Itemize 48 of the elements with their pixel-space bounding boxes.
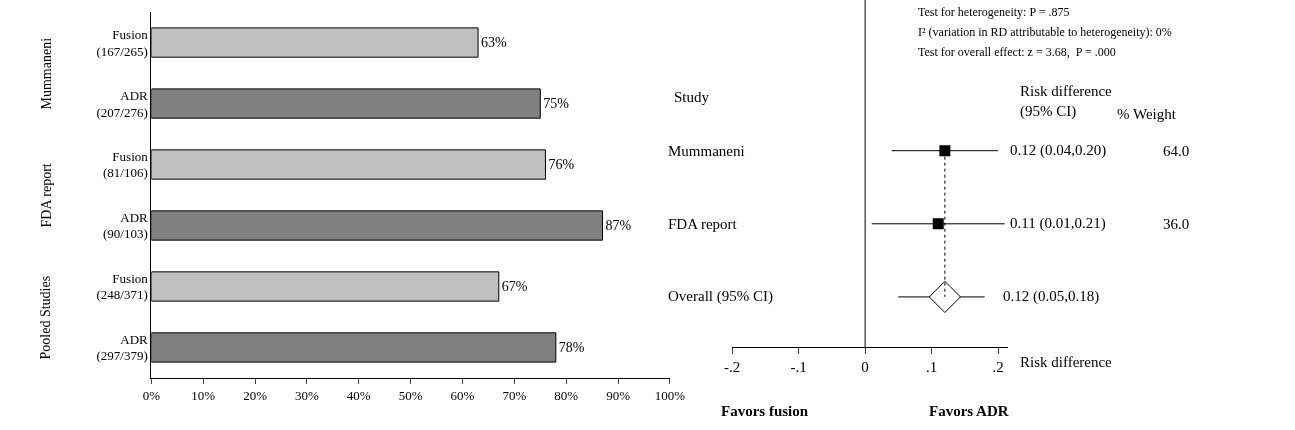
y-tick-label: ADR (297/379) (96, 331, 149, 364)
text: I² (variation in RD attributable to heterogeneity): 0% (918, 25, 1172, 39)
x-tick-label: -.2 (724, 359, 741, 376)
text: 64.0 (1163, 143, 1190, 159)
y-tick-label: Overall (95% CI) (668, 288, 773, 305)
data-label: 67% (501, 278, 528, 294)
y-tick-label: ADR (207/276) (96, 87, 149, 120)
x-tick-label: -.1 (790, 359, 807, 376)
text: Risk difference (95% CI) (1020, 83, 1113, 120)
x-axis-title: Risk difference (1020, 354, 1113, 370)
x-tick-label: 80% (554, 387, 579, 403)
text: % Weight (1117, 106, 1177, 122)
data-label: 75% (543, 96, 570, 112)
x-tick-label: 70% (502, 387, 527, 403)
text: Study (674, 89, 710, 105)
x-tick-label: 0 (861, 359, 869, 376)
y-tick-label: Fusion (248/371) (96, 270, 149, 303)
data-label: 0.12 (0.04,0.20) (1010, 142, 1107, 159)
y-tick-label: Mummaneni (668, 143, 745, 159)
data-label: 87% (605, 218, 632, 233)
data-label: 0.11 (0.01,0.21) (1010, 215, 1106, 232)
x-tick-label: 100% (654, 387, 686, 403)
x-tick-label: 0% (142, 387, 161, 403)
data-label: 78% (558, 339, 585, 355)
text: Favors ADR (929, 403, 1009, 419)
text: Favors fusion (721, 403, 809, 419)
x-tick-label: .1 (925, 359, 938, 376)
x-tick-label: .2 (992, 359, 1004, 376)
x-tick-label: 30% (295, 387, 319, 403)
y-tick-label: Fusion (81/106) (102, 148, 149, 181)
x-tick-label: 40% (346, 387, 371, 403)
text: Pooled Studies (38, 275, 54, 360)
y-tick-label: ADR (90/103) (102, 209, 149, 242)
text: Test for overall effect: z = 3.68, P = .000 (918, 45, 1116, 59)
x-tick-label: 20% (243, 387, 268, 403)
y-tick-label: FDA report (668, 216, 738, 232)
text: Mummaneni (39, 37, 55, 110)
text: FDA report (39, 163, 55, 228)
x-tick-label: 60% (450, 387, 475, 403)
data-label: 76% (548, 157, 575, 173)
data-label: 63% (481, 35, 508, 51)
data-label: 0.12 (0.05,0.18) (1003, 288, 1100, 305)
x-tick-label: 50% (398, 387, 423, 403)
y-tick-label: Fusion (167/265) (96, 26, 149, 59)
text: Test for heterogeneity: P = .875 (918, 5, 1070, 19)
x-tick-label: 90% (606, 387, 631, 403)
text: 36.0 (1163, 216, 1190, 232)
x-tick-label: 10% (191, 387, 216, 403)
